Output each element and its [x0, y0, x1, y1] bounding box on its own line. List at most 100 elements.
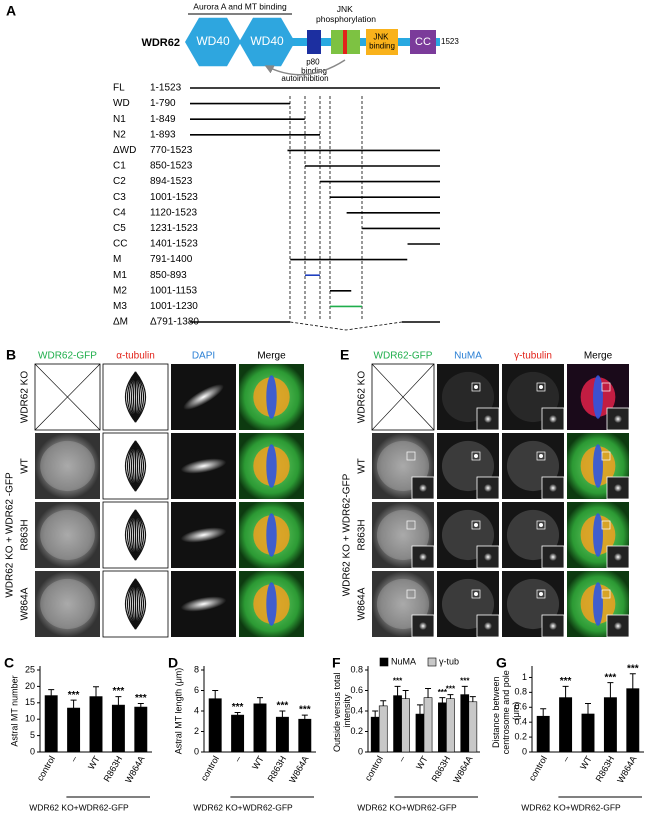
dna-signal [593, 375, 603, 419]
x-tick-label: control [527, 754, 549, 782]
group-label: WDR62 KO+WDR62-GFP [357, 802, 457, 812]
dna-signal [593, 513, 603, 557]
micrograph [35, 571, 100, 637]
y-axis-label: Outside versus total intensity [332, 670, 352, 752]
construct-name: M1 [113, 270, 127, 281]
error-bar [540, 708, 547, 717]
x-tick-label: R863H [594, 754, 617, 783]
x-tick-label: R863H [430, 754, 453, 783]
dna-signal [266, 513, 277, 557]
error-bar [212, 690, 219, 699]
chromosomes [180, 527, 227, 543]
micrograph [437, 364, 500, 431]
construct-range: 1-790 [150, 98, 176, 109]
cell-body [40, 440, 95, 492]
micrograph [567, 502, 630, 569]
micrograph [567, 433, 630, 500]
x-tick-label: WT [250, 754, 266, 772]
micrograph [239, 433, 304, 499]
chromosomes [180, 596, 227, 612]
y-tick-label: 0.4 [514, 717, 527, 727]
construct-range: 850-1523 [150, 161, 193, 172]
legend-swatch [379, 657, 389, 667]
inset-spot [484, 622, 492, 630]
x-tick-label: W864A [287, 754, 310, 785]
construct-name: M3 [113, 301, 127, 312]
roi-box [601, 589, 611, 599]
micrograph [502, 502, 565, 569]
bar [460, 694, 470, 753]
annotation: p80 binding [301, 58, 327, 76]
error-bar [416, 704, 423, 715]
domain-label: CC [415, 36, 431, 48]
chromosomes [183, 384, 224, 410]
cell-body [40, 578, 95, 630]
roi-box [471, 451, 481, 461]
dna-signal [593, 582, 603, 626]
micrograph [437, 433, 500, 500]
roi-box [601, 382, 611, 392]
chromosomes [180, 458, 227, 474]
legend-swatch [427, 657, 437, 667]
roi-box [406, 589, 416, 599]
roi-box [536, 382, 546, 392]
y-tick-label: 4 [194, 705, 199, 715]
phospho-site [343, 30, 347, 54]
y-tick-label: 2 [194, 726, 199, 736]
significance: *** [605, 672, 617, 683]
roi-box [471, 382, 481, 392]
panel-letter: B [6, 347, 16, 363]
roi-box [406, 451, 416, 461]
y-tick-label: 6 [194, 685, 199, 695]
error-bar [380, 700, 387, 706]
significance: *** [299, 705, 311, 716]
micrograph [171, 502, 236, 568]
y-tick-label: 0.8 [514, 687, 527, 697]
inset-spot [419, 553, 427, 561]
spindle-fiber [134, 440, 139, 492]
text-line: Distance between [491, 674, 501, 748]
inset-spot [484, 415, 492, 423]
micrograph [35, 433, 100, 499]
centrosome [474, 523, 478, 527]
significance: *** [277, 701, 289, 712]
spindle-fiber [134, 509, 139, 561]
text-line: intensity [342, 694, 352, 728]
bar [446, 698, 455, 753]
bar [559, 697, 573, 753]
autoinhibition-arrow [264, 59, 346, 76]
inset-spot [549, 622, 557, 630]
spindle-fiber [135, 371, 147, 423]
deletion-join [290, 321, 402, 331]
backbone [290, 38, 440, 46]
error-bar [461, 685, 468, 695]
construct-name: N1 [113, 114, 126, 125]
group-label: WDR62 KO+WDR62-GFP [29, 802, 129, 812]
bar [231, 714, 245, 753]
column-header: WDR62-GFP [374, 351, 433, 362]
text-line: JNK [337, 4, 355, 14]
construct-range: Δ791-1380 [150, 317, 199, 328]
construct-name: FL [113, 83, 125, 94]
inset-spot [614, 553, 622, 561]
length-label: 1523 [441, 37, 459, 46]
panel-letter: C [4, 655, 14, 671]
x-tick-label: W864A [451, 754, 474, 785]
bar [134, 706, 148, 753]
y-tick-label: 0.8 [350, 664, 363, 674]
x-tick-label: – [232, 754, 243, 763]
text-line: p80 [306, 58, 322, 67]
error-bar [439, 697, 446, 703]
bar [401, 698, 410, 753]
bar [44, 695, 58, 753]
x-tick-label: R863H [102, 754, 125, 783]
construct-range: 1120-1523 [150, 207, 198, 218]
micrograph [239, 502, 304, 568]
significance: *** [460, 677, 470, 686]
legend-label: γ-tub [439, 656, 459, 666]
significance: *** [393, 677, 403, 686]
micrograph [502, 433, 565, 500]
inset-spot [614, 622, 622, 630]
significance: *** [446, 685, 456, 694]
